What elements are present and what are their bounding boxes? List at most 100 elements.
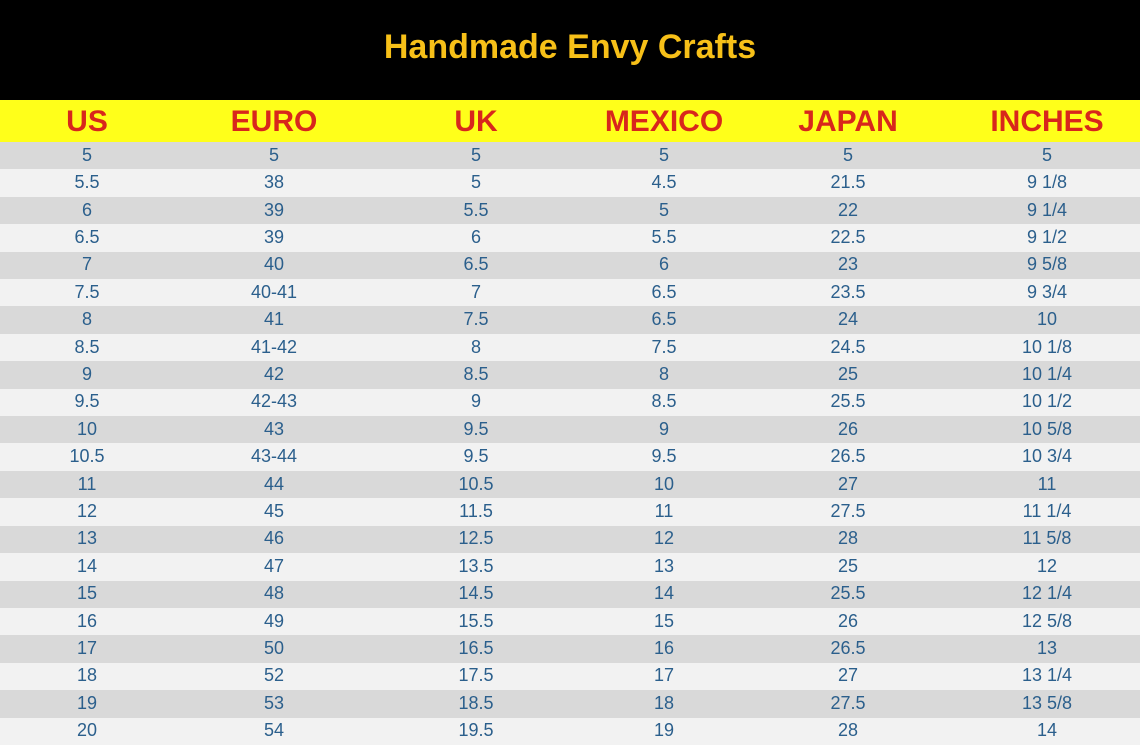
table-cell: 10 1/4 <box>1021 363 1073 384</box>
table-cell: 48 <box>263 583 285 604</box>
table-cell: 40 <box>263 254 285 275</box>
table-cell: 38 <box>263 172 285 193</box>
table-cell: 19 <box>653 720 675 741</box>
table-cell: 22 <box>837 199 859 220</box>
table-row: 8 41 7.5 6.5 24 10 <box>0 306 1140 334</box>
table-cell: 23.5 <box>830 281 866 302</box>
table-cell: 11 <box>654 501 674 522</box>
table-cell: 42-43 <box>250 391 298 412</box>
table-cell: 45 <box>263 501 285 522</box>
table-row: 5.5 38 5 4.5 21.5 9 1/8 <box>0 169 1140 197</box>
table-cell: 6 <box>470 226 481 247</box>
column-header: UK <box>454 105 498 138</box>
table-cell: 21.5 <box>830 172 866 193</box>
table-cell: 12 <box>76 501 98 522</box>
table-cell: 8.5 <box>651 391 677 412</box>
table-cell: 5 <box>658 144 669 165</box>
table-cell: 12.5 <box>458 528 494 549</box>
table-cell: 13 <box>653 555 675 576</box>
table-cell: 17.5 <box>458 665 494 686</box>
table-row: 7 40 6.5 6 23 9 5/8 <box>0 251 1140 280</box>
table-row: 19 53 18.5 18 27.5 13 5/8 <box>0 690 1140 718</box>
table-cell: 27.5 <box>830 501 866 522</box>
column-header: INCHES <box>990 105 1104 138</box>
table-cell: 9 1/8 <box>1026 172 1068 193</box>
title: Handmade Envy Crafts <box>383 28 757 66</box>
table-cell: 27 <box>837 473 859 494</box>
table-cell: 28 <box>837 720 859 741</box>
table-row: 9.5 42-43 9 8.5 25.5 10 1/2 <box>0 388 1140 417</box>
table-row: 5 5 5 5 5 5 <box>0 142 1140 170</box>
table-cell: 5 <box>470 172 481 193</box>
table-cell: 25 <box>837 363 859 384</box>
table-cell: 16 <box>653 638 675 659</box>
table-cell: 25.5 <box>830 583 866 604</box>
table-cell: 10 3/4 <box>1021 446 1073 467</box>
table-cell: 6 <box>81 199 92 220</box>
table-cell: 15 <box>653 610 675 631</box>
table-cell: 26 <box>837 610 859 631</box>
table-row: 10 43 9.5 9 26 10 5/8 <box>0 416 1140 444</box>
table-cell: 25 <box>837 555 859 576</box>
table-cell: 11.5 <box>459 501 493 522</box>
table-cell: 28 <box>837 528 859 549</box>
table-cell: 52 <box>263 665 285 686</box>
table-cell: 16.5 <box>458 638 494 659</box>
table-cell: 12 <box>1036 555 1058 576</box>
table-cell: 26 <box>837 418 859 439</box>
table-cell: 9.5 <box>651 446 677 467</box>
table-cell: 9.5 <box>74 391 100 412</box>
table-cell: 50 <box>263 638 285 659</box>
column-header: JAPAN <box>798 105 898 138</box>
table-cell: 41-42 <box>250 336 298 357</box>
table-cell: 7.5 <box>463 309 489 330</box>
table-cell: 5 <box>658 199 669 220</box>
table-cell: 18 <box>76 665 98 686</box>
table-cell: 10 <box>76 418 98 439</box>
table-cell: 42 <box>263 363 285 384</box>
table-cell: 7.5 <box>651 336 677 357</box>
table-cell: 49 <box>263 610 285 631</box>
table-cell: 13 <box>76 528 98 549</box>
table-cell: 12 <box>653 528 675 549</box>
table-row: 12 45 11.5 11 27.5 11 1/4 <box>0 498 1140 526</box>
table-cell: 24.5 <box>830 336 866 357</box>
table-cell: 46 <box>263 528 285 549</box>
table-cell: 9.5 <box>463 446 489 467</box>
table-cell: 9 <box>81 363 92 384</box>
table-cell: 39 <box>263 226 285 247</box>
table-cell: 27 <box>837 665 859 686</box>
table-row: 10.5 43-44 9.5 9.5 26.5 10 3/4 <box>0 443 1140 471</box>
table-cell: 7 <box>81 254 92 275</box>
table-row: 11 44 10.5 10 27 11 <box>0 470 1140 499</box>
column-header: MEXICO <box>604 105 724 138</box>
table-row: 20 54 19.5 19 28 14 <box>0 717 1140 745</box>
table-cell: 12 5/8 <box>1021 610 1073 631</box>
table-cell: 6 <box>658 254 669 275</box>
table-cell: 10 <box>1036 309 1058 330</box>
table-cell: 13 1/4 <box>1021 665 1073 686</box>
table-cell: 5 <box>842 144 853 165</box>
table-cell: 4.5 <box>651 172 677 193</box>
table-cell: 8 <box>470 336 481 357</box>
table-cell: 26.5 <box>830 638 866 659</box>
table-cell: 16 <box>76 610 98 631</box>
table-cell: 6.5 <box>651 309 677 330</box>
table-cell: 5.5 <box>463 199 489 220</box>
table-cell: 6.5 <box>74 226 100 247</box>
table-cell: 43 <box>263 418 285 439</box>
table-cell: 25.5 <box>830 391 866 412</box>
column-header: US <box>66 105 108 138</box>
table-cell: 27.5 <box>830 692 866 713</box>
table-cell: 54 <box>263 720 285 741</box>
table-cell: 11 1/4 <box>1022 501 1072 522</box>
table-cell: 7.5 <box>74 281 100 302</box>
table-cell: 43-44 <box>250 446 298 467</box>
table-cell: 5 <box>268 144 279 165</box>
table-cell: 12 1/4 <box>1021 583 1073 604</box>
table-cell: 8 <box>658 363 669 384</box>
table-cell: 19 <box>76 692 98 713</box>
table-cell: 13 5/8 <box>1021 692 1073 713</box>
table-cell: 10 1/2 <box>1021 391 1073 412</box>
